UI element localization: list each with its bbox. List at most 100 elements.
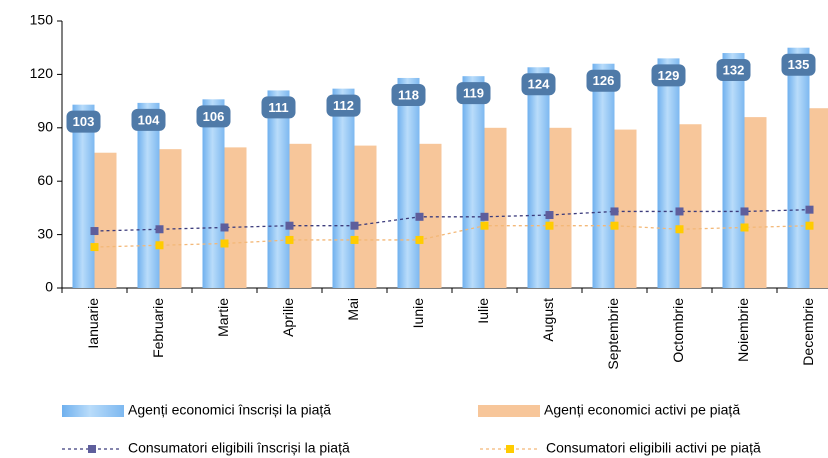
marker [155,225,164,234]
y-tick-label: 120 [30,65,54,81]
marker [740,223,749,232]
x-tick-label: Iunie [410,298,426,329]
data-label: 118 [398,87,419,102]
x-tick-label: Septembrie [605,298,621,370]
x-tick-label: Mai [345,298,361,321]
y-tick-label: 30 [37,225,53,241]
data-label-box [521,73,556,96]
line [94,209,810,232]
marker [350,221,359,230]
bar [202,99,225,288]
marker [675,225,684,234]
legend-swatch [62,405,124,417]
data-label-box [261,96,296,119]
bar [679,124,702,289]
marker [415,235,424,244]
legend-label: Consumatori eligibili înscriși la piață [128,440,350,456]
bar [809,108,828,288]
y-tick-label: 60 [37,172,53,188]
marker [285,221,294,230]
marker [90,243,99,252]
bar [354,145,377,288]
marker [805,205,814,214]
data-label: 135 [788,57,810,72]
y-tick-label: 0 [45,279,53,295]
x-tick-label: August [540,298,556,342]
marker [545,221,554,230]
bar [419,143,442,288]
data-label: 119 [463,86,484,101]
data-label: 106 [203,109,225,124]
bar [462,76,485,289]
bar [224,147,247,288]
marker [480,221,489,230]
data-label-box [391,83,426,106]
marker [740,207,749,216]
marker [220,239,229,248]
legend-marker [88,445,96,453]
marker [155,241,164,250]
data-label-box [131,108,166,131]
legend-label: Agenți economici activi pe piață [544,402,740,418]
data-label: 112 [333,98,354,113]
bar [72,104,95,288]
x-tick-label: Ianuarie [85,298,101,349]
marker [675,207,684,216]
data-label-box [326,94,361,117]
data-label: 111 [268,100,288,115]
bar [527,67,550,288]
bar [137,102,160,288]
legend-label: Consumatori eligibili activi pe piață [546,440,761,456]
data-label: 103 [73,114,95,129]
data-label-box [586,69,621,92]
legend-label: Agenți economici înscriși la piață [128,402,331,418]
marker [805,221,814,230]
marker [90,227,99,236]
y-tick-label: 150 [30,12,54,28]
bar [332,88,355,288]
marker [610,221,619,230]
bar [289,143,312,288]
data-label-box [651,64,686,87]
y-tick-label: 90 [37,119,53,135]
x-tick-label: Iulie [475,298,491,324]
line [94,225,810,248]
bar [592,63,615,288]
data-label-box [456,82,491,105]
data-label: 126 [593,73,615,88]
x-tick-label: Noiembrie [735,298,751,362]
marker [285,235,294,244]
bar [94,152,117,288]
marker [415,212,424,221]
marker [480,212,489,221]
legend-swatch [478,405,540,417]
data-label-box [196,105,231,128]
marker [350,235,359,244]
bar [397,77,420,289]
x-tick-label: Decembrie [800,298,816,366]
data-label: 104 [138,112,160,127]
x-tick-label: Octombrie [670,298,686,363]
data-label-box [716,59,751,82]
bar [787,47,810,289]
bar [159,149,182,288]
data-label-box [66,110,101,133]
bar [549,127,572,288]
x-tick-label: Aprilie [280,298,296,337]
bar [744,117,767,289]
marker [220,223,229,232]
data-label: 124 [528,77,550,92]
data-label: 129 [658,68,680,83]
bar [267,90,290,288]
legend-marker [506,445,514,453]
data-label-box [781,53,816,76]
bar [657,58,680,288]
data-label: 132 [723,62,745,77]
marker [545,211,554,220]
bar [722,53,745,288]
x-tick-label: Februarie [150,298,166,358]
bar [614,129,637,288]
marker [610,207,619,216]
bar [484,127,507,288]
